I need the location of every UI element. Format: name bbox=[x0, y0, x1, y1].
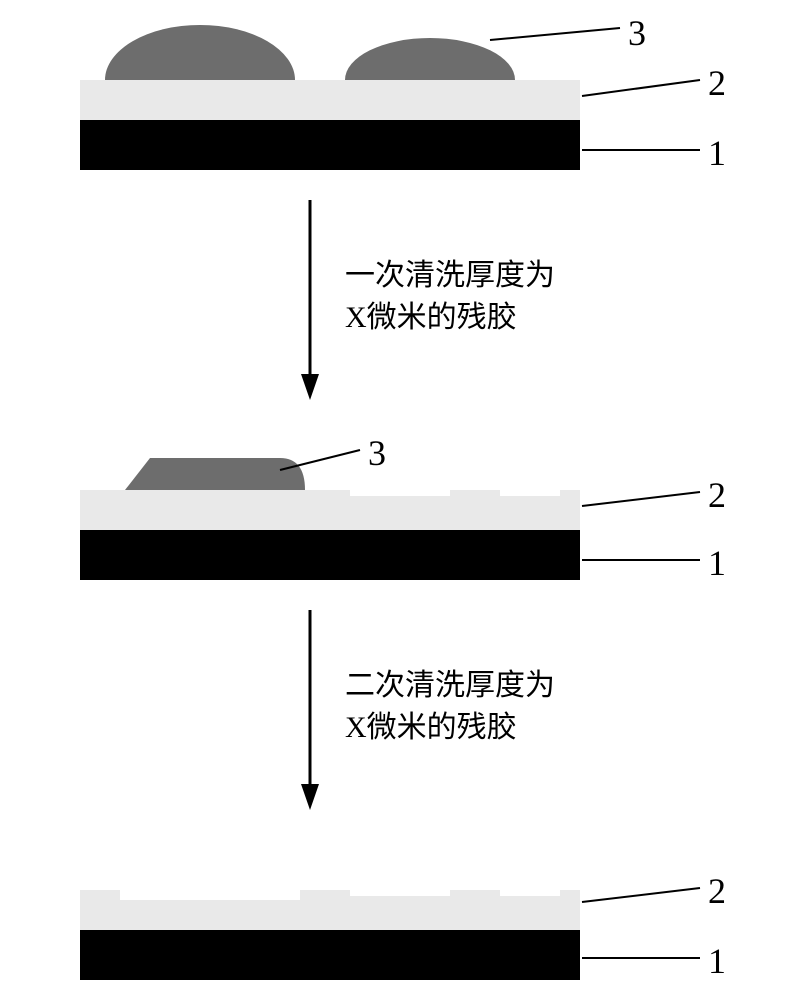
layer-label-1: 1 bbox=[708, 542, 726, 584]
layer-label-3: 3 bbox=[368, 432, 386, 474]
layer-label-2: 2 bbox=[708, 474, 726, 516]
diagram-root: 3 2 1 3 2 1 2 1 一次清洗厚度为X微米的残胶二次清洗厚度为X微米的残胶 bbox=[0, 0, 794, 1000]
step-text: 二次清洗厚度为X微米的残胶 bbox=[345, 665, 555, 749]
step-text: 一次清洗厚度为X微米的残胶 bbox=[345, 255, 555, 339]
layer-label-2: 2 bbox=[708, 62, 726, 104]
layer-label-1: 1 bbox=[708, 132, 726, 174]
diagram-svg bbox=[0, 0, 794, 1000]
layer-label-2: 2 bbox=[708, 870, 726, 912]
layer-label-1: 1 bbox=[708, 940, 726, 982]
layer-label-3: 3 bbox=[628, 12, 646, 54]
